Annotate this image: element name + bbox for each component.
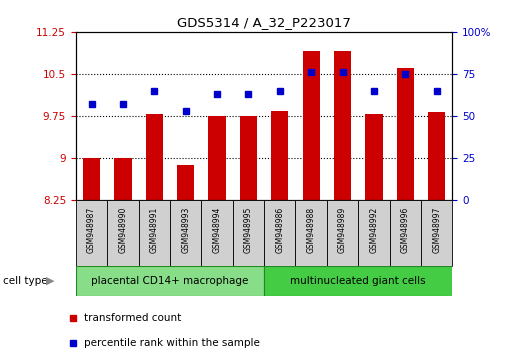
Bar: [139, 200, 170, 266]
Bar: [428, 112, 445, 200]
Text: GSM948988: GSM948988: [306, 206, 316, 252]
Bar: [421, 200, 452, 266]
Bar: [240, 116, 257, 200]
Bar: [83, 158, 100, 200]
Bar: [295, 200, 327, 266]
Text: multinucleated giant cells: multinucleated giant cells: [290, 275, 426, 286]
Bar: [302, 51, 320, 200]
Bar: [201, 200, 233, 266]
Bar: [114, 158, 131, 200]
Bar: [358, 200, 390, 266]
Text: percentile rank within the sample: percentile rank within the sample: [84, 338, 259, 348]
Bar: [327, 200, 358, 266]
Text: GSM948989: GSM948989: [338, 206, 347, 253]
Text: GSM948995: GSM948995: [244, 206, 253, 253]
Bar: [365, 114, 382, 200]
Text: GSM948987: GSM948987: [87, 206, 96, 253]
Bar: [76, 266, 264, 296]
Bar: [264, 266, 452, 296]
Text: transformed count: transformed count: [84, 313, 181, 323]
Text: GSM948986: GSM948986: [275, 206, 285, 253]
Text: GSM948996: GSM948996: [401, 206, 410, 253]
Bar: [170, 200, 201, 266]
Text: cell type: cell type: [3, 275, 47, 286]
Text: GSM948990: GSM948990: [118, 206, 128, 253]
Text: GSM948992: GSM948992: [369, 206, 379, 253]
Bar: [271, 112, 289, 200]
Bar: [264, 200, 295, 266]
Title: GDS5314 / A_32_P223017: GDS5314 / A_32_P223017: [177, 16, 351, 29]
Text: placental CD14+ macrophage: placental CD14+ macrophage: [92, 275, 248, 286]
Text: GSM948991: GSM948991: [150, 206, 159, 253]
Bar: [145, 114, 163, 200]
Text: ▶: ▶: [46, 275, 54, 286]
Text: GSM948997: GSM948997: [432, 206, 441, 253]
Bar: [208, 116, 226, 200]
Bar: [334, 51, 351, 200]
Bar: [390, 200, 421, 266]
Bar: [233, 200, 264, 266]
Bar: [76, 200, 107, 266]
Bar: [177, 165, 195, 200]
Text: GSM948994: GSM948994: [212, 206, 222, 253]
Bar: [396, 68, 414, 200]
Bar: [107, 200, 139, 266]
Text: GSM948993: GSM948993: [181, 206, 190, 253]
